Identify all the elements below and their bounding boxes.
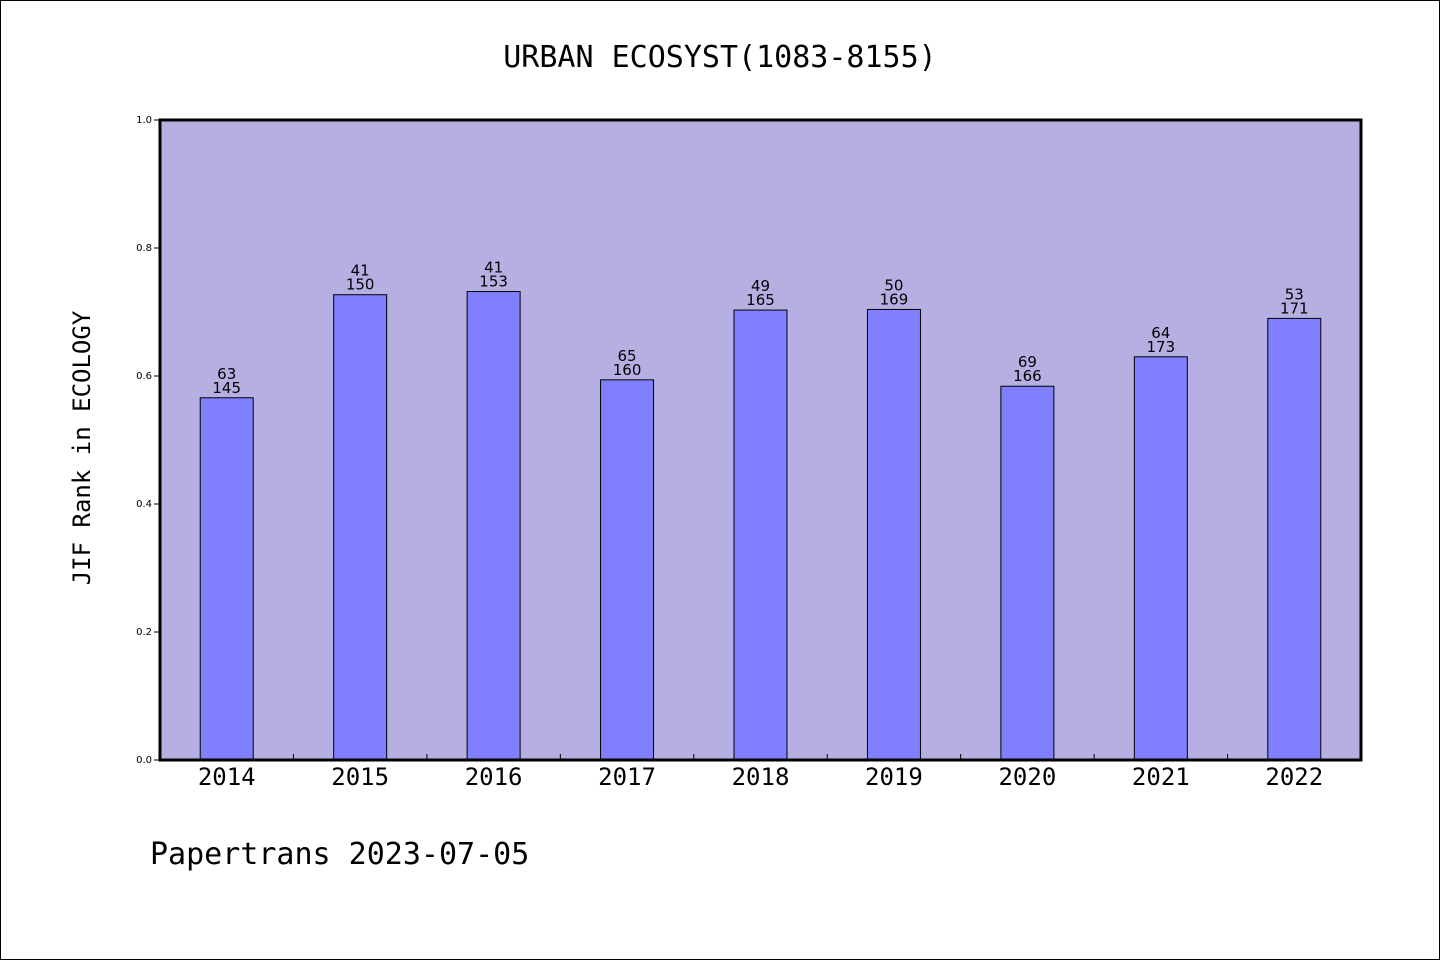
y-tick-label-0.2: 0.2: [136, 627, 152, 638]
total-label-2014: 145: [212, 379, 241, 397]
y-axis-label: JIF Rank in ECOLOGY: [68, 310, 96, 585]
x-tick-label-2015: 2015: [331, 763, 389, 791]
total-label-2021: 173: [1147, 338, 1176, 356]
x-tick-label-2016: 2016: [465, 763, 523, 791]
x-axis-ticks: 2014 2015 2016 2017 2018 2019 2020 2021 2022: [198, 754, 1323, 791]
bar-2017: [600, 379, 655, 761]
rank-label-2018: 49: [751, 277, 770, 295]
total-label-2018: 165: [746, 291, 775, 309]
bar-2020: [1000, 385, 1055, 761]
rank-label-2015: 41: [351, 262, 370, 280]
bar-2015: [333, 294, 388, 761]
total-label-2022: 171: [1280, 299, 1309, 317]
bar-2018: [733, 309, 788, 761]
rank-label-2017: 65: [618, 347, 637, 365]
chart-title: URBAN ECOSYST(1083-8155): [503, 40, 936, 75]
y-axis-ticks: 0.0 0.2 0.4 0.6 0.8 1.0: [136, 115, 160, 766]
x-tick-label-2019: 2019: [865, 763, 923, 791]
rank-label-2021: 64: [1151, 324, 1170, 342]
y-tick-label-0.8: 0.8: [136, 243, 152, 254]
bar-2019: [866, 308, 921, 761]
rank-label-2019: 50: [884, 276, 903, 294]
x-tick-label-2022: 2022: [1265, 763, 1323, 791]
total-label-2015: 150: [346, 276, 375, 294]
y-tick-label-0.4: 0.4: [136, 499, 152, 510]
y-tick-label-0.6: 0.6: [136, 371, 152, 382]
plot-border: [158, 118, 1363, 762]
bar-2014: [199, 397, 254, 761]
bar-2022: [1267, 317, 1322, 761]
bar-2021: [1133, 356, 1188, 761]
total-label-2017: 160: [613, 361, 642, 379]
y-tick-label-0.0: 0.0: [136, 755, 152, 766]
bars-group: [199, 291, 1322, 761]
rank-label-2022: 53: [1285, 285, 1304, 303]
total-label-2019: 169: [880, 290, 909, 308]
y-tick-label-1.0: 1.0: [136, 115, 152, 126]
x-tick-label-2021: 2021: [1132, 763, 1190, 791]
x-tick-label-2020: 2020: [998, 763, 1056, 791]
rank-label-2020: 69: [1018, 353, 1037, 371]
data-labels-group: 6314541150411536516049165501696916664173…: [212, 259, 1308, 397]
rank-label-2014: 63: [217, 365, 236, 383]
footer-text: Papertrans 2023-07-05: [150, 837, 529, 872]
x-tick-label-2018: 2018: [732, 763, 790, 791]
total-label-2016: 153: [479, 273, 508, 291]
x-tick-label-2017: 2017: [598, 763, 656, 791]
bar-2016: [466, 291, 521, 761]
rank-label-2016: 41: [484, 259, 503, 277]
x-tick-label-2014: 2014: [198, 763, 256, 791]
total-label-2020: 166: [1013, 367, 1042, 385]
